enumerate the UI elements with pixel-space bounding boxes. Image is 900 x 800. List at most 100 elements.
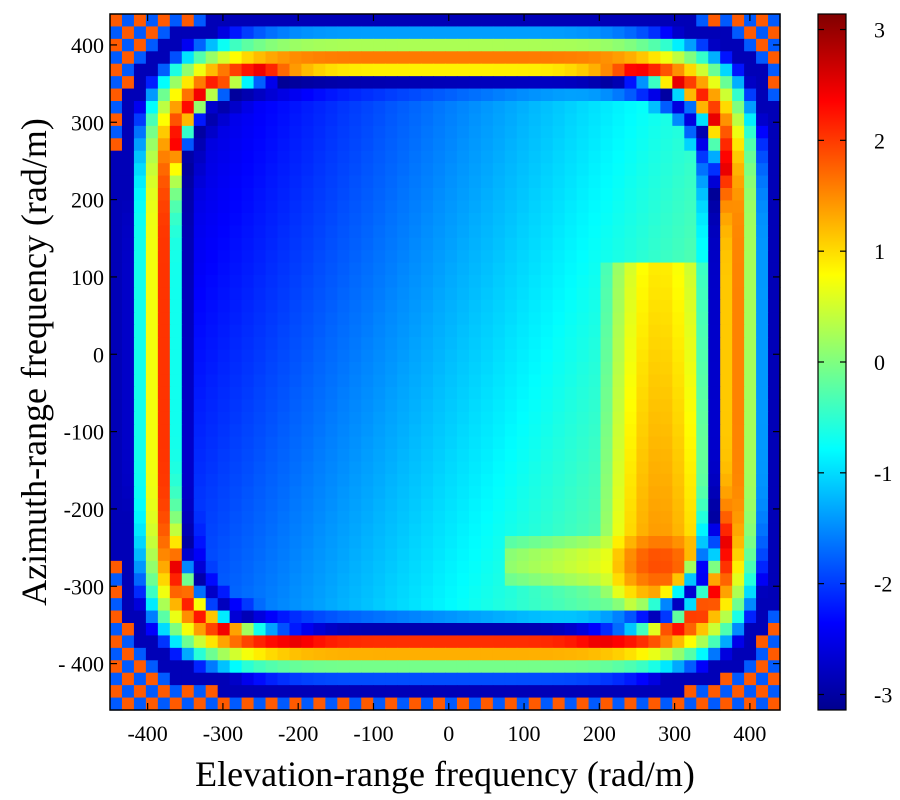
heatmap-cell xyxy=(361,685,374,699)
heatmap-cell xyxy=(193,511,207,525)
heatmap-cell xyxy=(648,150,661,164)
heatmap-cell xyxy=(385,51,398,65)
heatmap-cell xyxy=(409,324,422,338)
heatmap-cell xyxy=(612,449,626,463)
heatmap-cell xyxy=(768,362,781,376)
heatmap-cell xyxy=(672,88,685,102)
heatmap-cell xyxy=(708,399,721,413)
x-tick-label: 100 xyxy=(508,721,541,746)
heatmap-cell xyxy=(672,374,685,388)
heatmap-cell xyxy=(397,449,410,463)
heatmap-cell xyxy=(720,386,733,400)
heatmap-cell xyxy=(588,635,602,649)
heatmap-cell xyxy=(445,647,458,661)
heatmap-cell xyxy=(241,598,255,612)
heatmap-cell xyxy=(145,473,159,487)
heatmap-cell xyxy=(720,486,733,500)
heatmap-cell xyxy=(720,38,733,52)
heatmap-cell xyxy=(121,399,135,413)
heatmap-cell xyxy=(672,386,685,400)
heatmap-cell xyxy=(684,461,697,475)
heatmap-cell xyxy=(732,225,745,239)
heatmap-cell xyxy=(373,51,386,65)
heatmap-cell xyxy=(205,312,219,326)
heatmap-cell xyxy=(696,585,709,599)
heatmap-cell xyxy=(229,685,243,699)
heatmap-cell xyxy=(121,486,135,500)
heatmap-cell xyxy=(636,635,649,649)
heatmap-cell xyxy=(648,473,661,487)
heatmap-cell xyxy=(648,573,661,587)
heatmap-cell xyxy=(720,287,733,301)
heatmap-cell xyxy=(433,548,446,562)
heatmap-cell xyxy=(588,337,602,351)
heatmap-cell xyxy=(181,63,195,77)
heatmap-cell xyxy=(325,14,338,28)
heatmap-cell xyxy=(576,250,590,264)
heatmap-cell xyxy=(337,63,350,77)
heatmap-cell xyxy=(157,101,171,115)
heatmap-cell xyxy=(301,498,314,512)
heatmap-cell xyxy=(433,436,446,450)
heatmap-cell xyxy=(325,573,338,587)
heatmap-cell xyxy=(600,362,614,376)
heatmap-cell xyxy=(385,237,398,251)
heatmap-cell xyxy=(241,623,255,637)
heatmap-cell xyxy=(696,449,709,463)
heatmap-cell xyxy=(708,26,721,40)
heatmap-cell xyxy=(612,163,626,177)
heatmap-cell xyxy=(253,697,267,711)
heatmap-cell xyxy=(301,163,314,177)
heatmap-cell xyxy=(337,511,350,525)
heatmap-cell xyxy=(684,188,697,202)
heatmap-cell xyxy=(600,113,614,127)
heatmap-cell xyxy=(660,623,673,637)
heatmap-cell xyxy=(684,312,697,326)
heatmap-cell xyxy=(552,200,566,214)
heatmap-cell xyxy=(552,63,566,77)
heatmap-cell xyxy=(361,312,374,326)
heatmap-cell xyxy=(528,399,542,413)
heatmap-cell xyxy=(229,200,243,214)
heatmap-cell xyxy=(576,449,590,463)
heatmap-cell xyxy=(504,660,518,674)
heatmap-cell xyxy=(732,623,745,637)
heatmap-cell xyxy=(588,411,602,425)
heatmap-cell xyxy=(373,473,386,487)
heatmap-cell xyxy=(277,449,291,463)
heatmap-cell xyxy=(528,113,542,127)
heatmap-cell xyxy=(121,150,135,164)
heatmap-cell xyxy=(624,14,638,28)
heatmap-cell xyxy=(433,312,446,326)
heatmap-cell xyxy=(768,237,781,251)
heatmap-cell xyxy=(564,26,578,40)
heatmap-cell xyxy=(421,337,434,351)
heatmap-cell xyxy=(720,511,733,525)
heatmap-cell xyxy=(229,324,243,338)
heatmap-cell xyxy=(492,150,506,164)
heatmap-cell xyxy=(684,275,697,289)
heatmap-cell xyxy=(205,163,219,177)
heatmap-cell xyxy=(301,150,314,164)
heatmap-cell xyxy=(229,88,243,102)
heatmap-cell xyxy=(421,312,434,326)
heatmap-cell xyxy=(145,424,159,438)
heatmap-cell xyxy=(600,560,614,574)
heatmap-cell xyxy=(193,163,207,177)
heatmap-cell xyxy=(456,150,470,164)
heatmap-cell xyxy=(133,299,147,313)
heatmap-cell xyxy=(576,200,590,214)
heatmap-cell xyxy=(660,63,673,77)
heatmap-cell xyxy=(624,635,638,649)
heatmap-cell xyxy=(720,113,733,127)
heatmap-cell xyxy=(588,660,602,674)
heatmap-cell xyxy=(349,150,362,164)
heatmap-cell xyxy=(301,138,314,152)
heatmap-cell xyxy=(289,598,303,612)
heatmap-cell xyxy=(552,548,566,562)
heatmap-cell xyxy=(217,374,231,388)
heatmap-cell xyxy=(373,237,386,251)
heatmap-cell xyxy=(217,125,231,139)
heatmap-cell xyxy=(217,113,231,127)
heatmap-cell xyxy=(756,523,769,537)
